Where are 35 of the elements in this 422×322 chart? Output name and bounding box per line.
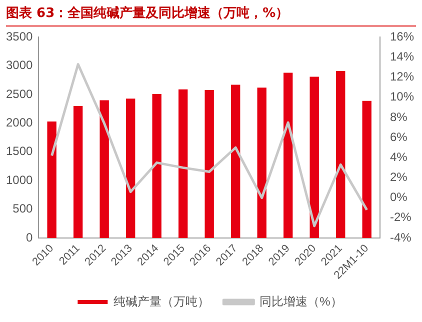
bar xyxy=(204,90,214,238)
y-tick-label: 3500 xyxy=(6,30,34,44)
y-tick-label: 3000 xyxy=(6,58,34,72)
bar xyxy=(73,106,83,238)
y2-tick-label: 0% xyxy=(390,190,408,204)
bar xyxy=(310,76,319,238)
bar xyxy=(231,84,240,238)
y2-tick-label: 4% xyxy=(390,150,408,164)
y2-tick-label: 8% xyxy=(390,110,408,124)
y2-tick-label: 6% xyxy=(390,130,408,144)
bar xyxy=(284,72,293,238)
legend-label: 同比增速（%） xyxy=(260,294,342,308)
y-tick-label: 0 xyxy=(26,230,34,244)
y2-tick-label: -4% xyxy=(390,230,412,244)
y2-tick-label: 10% xyxy=(390,90,414,104)
bar xyxy=(178,89,188,238)
y-tick-label: 1500 xyxy=(6,144,34,158)
y2-tick-label: -2% xyxy=(390,210,412,224)
y2-tick-label: 2% xyxy=(390,170,408,184)
bar xyxy=(257,88,266,238)
bar xyxy=(100,100,109,238)
bar xyxy=(126,98,136,238)
y2-tick-label: 14% xyxy=(390,50,414,64)
y-tick-label: 2500 xyxy=(6,86,34,101)
legend-label: 纯碱产量（万吨） xyxy=(114,294,210,308)
y-tick-label: 1000 xyxy=(6,172,34,187)
y2-tick-label: 12% xyxy=(390,70,414,84)
y-tick-label: 2000 xyxy=(6,116,34,130)
chart-title: 图表 63：全国纯碱产量及同比增速（万吨，%） xyxy=(6,4,416,27)
y-tick-label: 500 xyxy=(12,202,34,216)
bar xyxy=(362,100,372,238)
y2-tick-label: 16% xyxy=(390,30,414,44)
bar xyxy=(47,122,56,238)
bar xyxy=(336,71,346,238)
bar xyxy=(152,94,162,238)
